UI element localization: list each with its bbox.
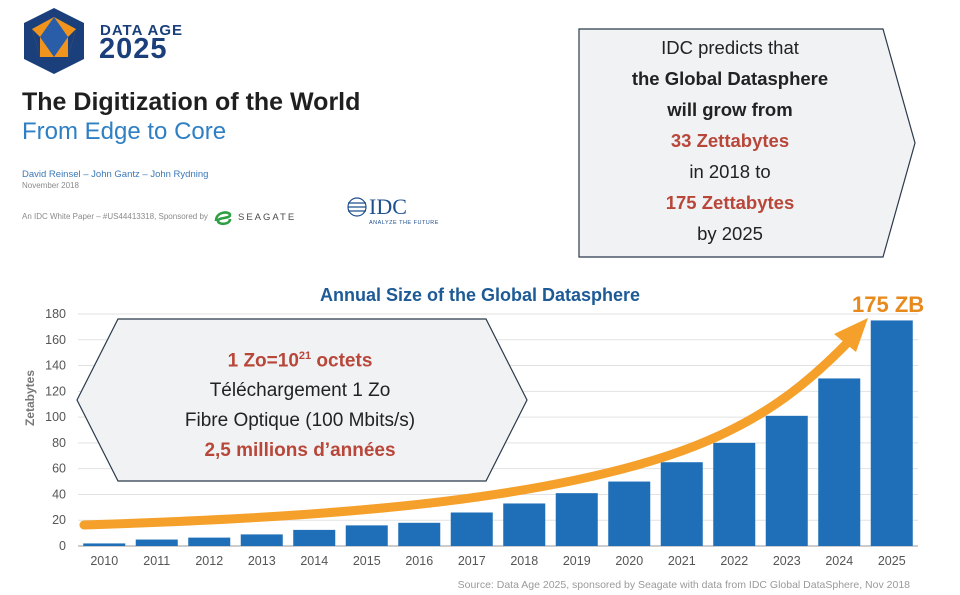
bars (83, 320, 913, 546)
bar-2024 (818, 378, 861, 546)
x-tick-label: 2017 (458, 554, 486, 568)
x-tick-label: 2012 (195, 554, 223, 568)
bar-2019 (555, 493, 598, 546)
idc-callout-line-5: in 2018 to (689, 161, 771, 182)
zettaoctet-callout-text: 1 Zo=1021 octets Téléchargement 1 Zo Fib… (120, 341, 480, 466)
y-tick-label: 140 (45, 359, 66, 373)
y-tick-labels: 0 20 40 60 80 100 120 140 160 180 (45, 307, 66, 553)
x-tick-label: 2016 (405, 554, 433, 568)
y-tick-label: 160 (45, 333, 66, 347)
y-tick-label: 60 (52, 462, 66, 476)
idc-globe-icon (347, 197, 367, 217)
idc-callout-line-6: 175 Zettabytes (665, 192, 795, 213)
idc-callout-line-3: will grow from (667, 99, 793, 120)
zo-callout-line-1: 1 Zo=1021 octets (120, 341, 480, 376)
zo-callout-line-2: Téléchargement 1 Zo (209, 380, 391, 402)
y-tick-label: 100 (45, 410, 66, 424)
report-title: The Digitization of the World (22, 88, 361, 116)
zo-callout-line-3: Fibre Optique (100 Mbits/s) (184, 410, 416, 432)
x-tick-label: 2025 (878, 554, 906, 568)
idc-tagline: ANALYZE THE FUTURE (369, 220, 439, 226)
y-tick-label: 20 (52, 513, 66, 527)
report-subtitle: From Edge to Core (22, 118, 227, 145)
y-tick-label: 40 (52, 487, 66, 501)
bar-2013 (240, 534, 283, 546)
x-tick-label: 2023 (773, 554, 801, 568)
brand-line-1: DATA AGE (100, 22, 183, 39)
x-tick-label: 2019 (563, 554, 591, 568)
data-age-logo-icon (24, 8, 84, 74)
report-date: November 2018 (22, 181, 79, 190)
bar-2018 (503, 503, 546, 546)
x-tick-label: 2021 (668, 554, 696, 568)
growth-trend-arrow (79, 333, 857, 530)
x-tick-label: 2018 (510, 554, 538, 568)
idc-logo: IDC ANALYZE THE FUTURE (347, 194, 438, 234)
idc-callout-line-4: 33 Zettabytes (670, 130, 790, 151)
zettaoctet-callout-box (76, 318, 528, 482)
y-tick-label: 180 (45, 307, 66, 321)
zo-line1-tail: octets (311, 350, 373, 372)
seagate-label: SEAGATE (238, 211, 297, 223)
x-tick-label: 2020 (615, 554, 643, 568)
brand-line-2: 2025 (99, 33, 168, 65)
idc-callout-line-2: the Global Datasphere (631, 68, 829, 89)
bar-2016 (398, 522, 441, 546)
authors: David Reinsel – John Gantz – John Rydnin… (22, 169, 209, 180)
arrow-head-icon (834, 318, 868, 352)
y-tick-label: 0 (59, 539, 66, 553)
bar-2022 (713, 442, 756, 546)
x-tick-label: 2014 (300, 554, 328, 568)
x-tick-label: 2011 (143, 554, 170, 568)
y-axis-label: Zetabytes (23, 370, 37, 426)
seagate-logo: SEAGATE (212, 206, 296, 228)
seagate-icon (214, 211, 232, 226)
source-note: Source: Data Age 2025, sponsored by Seag… (457, 579, 910, 591)
bar-2014 (293, 529, 336, 546)
bar-2015 (345, 525, 388, 546)
bar-2017 (450, 512, 493, 546)
idc-callout-text: IDC predicts that the Global Datasphere … (580, 32, 880, 249)
annotation-175-zb: 175 ZB (852, 292, 925, 317)
x-tick-label: 2022 (720, 554, 748, 568)
y-tick-label: 120 (45, 384, 66, 398)
x-tick-labels: 2010 2011 2012 2013 2014 2015 2016 2017 2018 2019… (90, 554, 905, 568)
bar-2011 (135, 539, 178, 546)
idc-label: IDC (369, 194, 407, 219)
bar-2021 (660, 462, 703, 546)
y-tick-label: 80 (52, 436, 66, 450)
idc-callout-line-1: IDC predicts that (661, 37, 799, 58)
idc-callout-line-7: by 2025 (697, 223, 763, 244)
idc-callout-box (578, 28, 916, 258)
x-tick-label: 2024 (825, 554, 853, 568)
bar-2012 (188, 537, 231, 546)
bar-2025 (870, 320, 913, 546)
zo-line1-exponent: 21 (298, 350, 312, 362)
chart-title: Annual Size of the Global Datasphere (319, 285, 641, 305)
zo-callout-line-4: 2,5 millions d’années (204, 440, 396, 462)
x-tick-label: 2013 (248, 554, 276, 568)
zo-line1-base: 1 Zo=10 (227, 350, 299, 372)
bar-2010 (83, 543, 126, 546)
whitepaper-note: An IDC White Paper – #US44413318, Sponso… (22, 212, 208, 221)
bar-2020 (608, 481, 651, 546)
bar-2023 (765, 415, 808, 546)
x-tick-label: 2010 (90, 554, 118, 568)
x-tick-label: 2015 (353, 554, 381, 568)
